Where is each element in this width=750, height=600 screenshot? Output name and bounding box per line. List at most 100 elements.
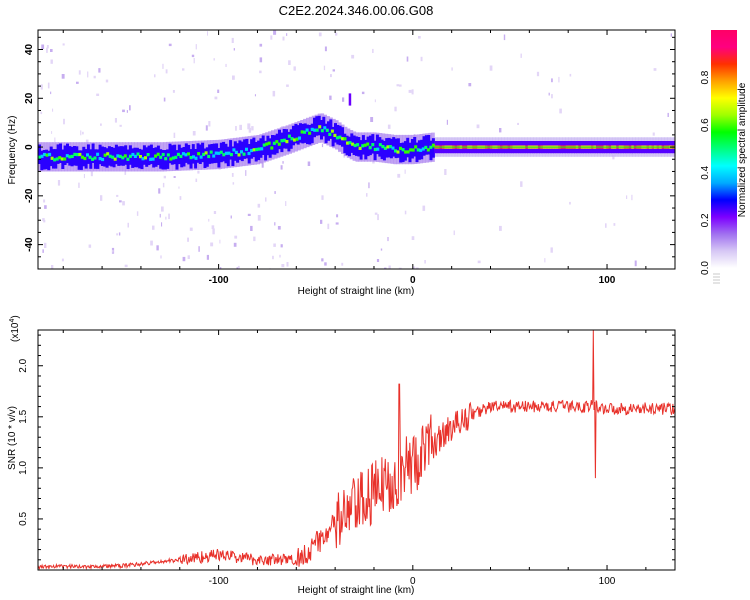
spectrogram-speckle xyxy=(411,236,415,240)
spectrogram-speckle xyxy=(192,131,196,136)
spectrogram-speckle xyxy=(219,239,221,244)
spectrogram-core xyxy=(277,142,281,146)
spectrogram-speckle xyxy=(653,68,657,71)
spectrogram-core xyxy=(391,146,395,150)
spectrogram-speckle xyxy=(208,121,211,127)
spectrogram-core xyxy=(58,156,62,160)
spectrogram-speckle xyxy=(126,110,128,113)
spectrogram-speckle xyxy=(318,32,322,37)
spectrogram-speckle xyxy=(286,33,288,36)
spectrogram-speckle xyxy=(93,75,96,79)
spectrogram-speckle xyxy=(112,249,114,253)
spectrogram-speckle xyxy=(205,125,208,131)
spectrogram-core xyxy=(416,148,420,152)
spectrogram-speckle xyxy=(122,201,125,206)
spectrogram-speckle xyxy=(520,53,522,58)
spectrogram-core xyxy=(328,132,332,136)
spectrogram-core xyxy=(136,152,140,156)
spectrogram-core xyxy=(179,154,183,158)
spectrogram-band xyxy=(229,140,233,160)
colorbar-ticks: 0.0 0.2 0.4 0.6 0.8 xyxy=(700,70,720,284)
spectrogram-speckle xyxy=(88,244,92,248)
spectrogram-speckle xyxy=(96,93,100,96)
spectrogram-core xyxy=(101,157,105,162)
spectrogram-band xyxy=(77,150,81,170)
spectrogram-band xyxy=(56,144,60,164)
spectrogram-speckle xyxy=(418,36,421,39)
spectrogram-speckle xyxy=(168,43,172,47)
spectrogram-band xyxy=(338,125,342,146)
colorbar-label: Normalized spectral amplitude xyxy=(737,82,748,217)
spectrogram-core xyxy=(335,136,339,140)
spectrogram-band xyxy=(375,134,379,155)
spectrogram-core xyxy=(315,128,319,132)
spectrogram-speckle xyxy=(189,227,193,231)
spectrogram-speckle xyxy=(384,267,387,269)
spectrogram-speckle xyxy=(273,30,277,35)
spectrogram-speckle xyxy=(280,165,283,170)
spectrogram-band xyxy=(238,140,242,160)
spectrogram-speckle xyxy=(248,127,252,133)
spectrogram-core xyxy=(298,136,301,140)
spectrogram-core xyxy=(227,151,231,155)
spectrogram-speckle xyxy=(195,44,197,50)
spectrogram-speckle xyxy=(247,123,251,130)
spectrogram-speckle xyxy=(277,226,281,230)
colorbar-tick-label: 0.8 xyxy=(700,70,711,84)
spectrogram-speckle xyxy=(247,213,251,216)
spectrogram-core xyxy=(65,154,69,158)
spectrogram-speckle xyxy=(380,248,383,251)
spectrogram-core xyxy=(300,130,304,134)
spectrogram-core xyxy=(358,146,362,150)
spectrogram-speckle xyxy=(361,91,365,95)
spectrogram-core xyxy=(353,143,357,148)
spectrogram-speckle xyxy=(270,35,273,40)
spectrogram-band xyxy=(212,143,216,164)
spectrogram-core xyxy=(285,140,289,144)
spectrogram-speckle xyxy=(329,95,332,100)
spectrogram-speckle xyxy=(50,91,52,95)
spectrogram-speckle xyxy=(321,195,324,200)
snr-frame xyxy=(37,329,676,571)
snr-y-scale-label: (x104) xyxy=(9,315,21,342)
spectrogram-speckle xyxy=(551,94,553,99)
spectrogram-speckle xyxy=(163,175,166,179)
spectrogram-speckle xyxy=(548,92,550,96)
spectrogram-core xyxy=(222,153,226,157)
spectrogram-speckle xyxy=(213,211,217,214)
spectrogram-speckle xyxy=(259,43,263,47)
spectrogram-band xyxy=(271,135,274,155)
spectrogram-speckle xyxy=(254,94,256,97)
spectrogram-core xyxy=(149,157,153,161)
spectrogram-speckle xyxy=(257,203,261,208)
spectrogram-core xyxy=(108,154,112,158)
spectrogram-band xyxy=(79,150,83,170)
spectrogram-speckle xyxy=(259,70,262,74)
colorbar-ramp xyxy=(711,30,737,268)
spectrogram-band xyxy=(138,148,142,169)
spectrogram-speckle xyxy=(670,33,672,37)
spectrogram-speckle xyxy=(404,210,407,215)
spectrogram-core xyxy=(270,146,274,150)
spectrogram-speckle xyxy=(652,132,655,136)
spectrogram-core xyxy=(75,153,79,157)
spectrogram-band xyxy=(170,145,174,165)
spectrogram-core xyxy=(224,151,228,155)
spectrogram-speckle xyxy=(78,70,81,75)
spectrogram-speckle xyxy=(160,255,162,259)
spectrogram-speckle xyxy=(320,219,323,224)
spectrogram-speckle xyxy=(182,68,185,71)
spectrogram-band xyxy=(382,140,386,161)
spectrogram-speckle xyxy=(251,126,254,131)
spectrogram-core xyxy=(192,155,195,159)
spectrogram-speckle xyxy=(327,223,330,230)
spectrogram-band xyxy=(341,127,344,147)
spectrogram-speckle xyxy=(274,222,276,226)
spectrogram-band xyxy=(431,138,435,158)
snr-y-scale-close: ) xyxy=(10,315,21,318)
spectrogram-core xyxy=(257,147,261,151)
spectrogram-speckle xyxy=(165,69,168,74)
spectrogram-speckle xyxy=(321,143,324,148)
spectrogram-speckle xyxy=(230,215,232,219)
colorbar: 0.0 0.2 0.4 0.6 0.8 Normalized spectral ampl… xyxy=(700,30,748,284)
